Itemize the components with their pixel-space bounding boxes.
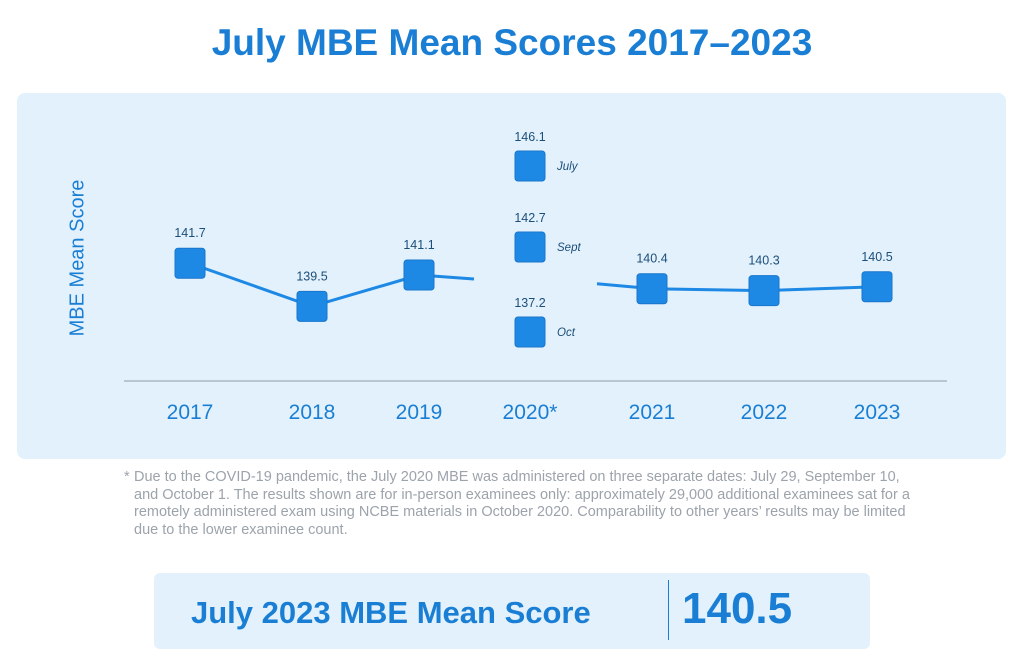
chart-title: July MBE Mean Scores 2017–2023 xyxy=(211,22,813,63)
data-point-marker xyxy=(636,273,668,305)
data-label: 139.5 xyxy=(296,269,327,283)
x-tick-label: 2022 xyxy=(741,401,788,424)
chart-canvas: 2017 2018 2019 2020* 2021 2022 2023 141.7 139.5 1… xyxy=(124,130,947,424)
x-tick-label: 2020* xyxy=(503,401,558,424)
summary-box: July 2023 MBE Mean Score 140.5 xyxy=(154,573,870,649)
data-label: 140.3 xyxy=(748,254,779,268)
x-tick-label: 2018 xyxy=(289,401,336,424)
summary-label: July 2023 MBE Mean Score xyxy=(191,595,591,630)
footnote-text: Due to the COVID-19 pandemic, the July 2… xyxy=(134,469,910,538)
x-tick-label: 2019 xyxy=(396,401,443,424)
data-label-2020: 142.7 xyxy=(514,211,545,225)
summary-value: 140.5 xyxy=(682,584,793,633)
series-line-segment xyxy=(596,282,878,293)
data-point-marker xyxy=(861,271,893,303)
data-label-2020: 146.1 xyxy=(514,130,545,144)
x-tick-label: 2021 xyxy=(629,401,676,424)
data-point-marker-2020 xyxy=(514,231,546,263)
data-label: 140.5 xyxy=(861,250,892,264)
y-axis-label: MBE Mean Score xyxy=(66,179,89,337)
series-line-segment xyxy=(189,261,475,308)
data-point-marker xyxy=(296,290,328,322)
x-tick-label: 2023 xyxy=(854,401,901,424)
data-label: 141.7 xyxy=(174,226,205,240)
data-point-marker-2020 xyxy=(514,150,546,182)
series-2020-label: July xyxy=(556,161,579,173)
data-label-2020: 137.2 xyxy=(514,296,545,310)
series-2020-label: Oct xyxy=(557,327,576,339)
footnote: * Due to the COVID-19 pandemic, the July… xyxy=(124,469,924,539)
x-tick-label: 2017 xyxy=(167,401,214,424)
data-point-marker xyxy=(403,259,435,291)
data-point-marker xyxy=(748,275,780,307)
series-2020-label: Sept xyxy=(557,242,581,254)
data-point-marker-2020 xyxy=(514,316,546,348)
data-point-marker xyxy=(174,247,206,279)
summary-divider xyxy=(668,580,669,640)
data-label: 140.4 xyxy=(636,252,667,266)
data-label: 141.1 xyxy=(403,238,434,252)
footnote-mark: * xyxy=(124,469,130,485)
